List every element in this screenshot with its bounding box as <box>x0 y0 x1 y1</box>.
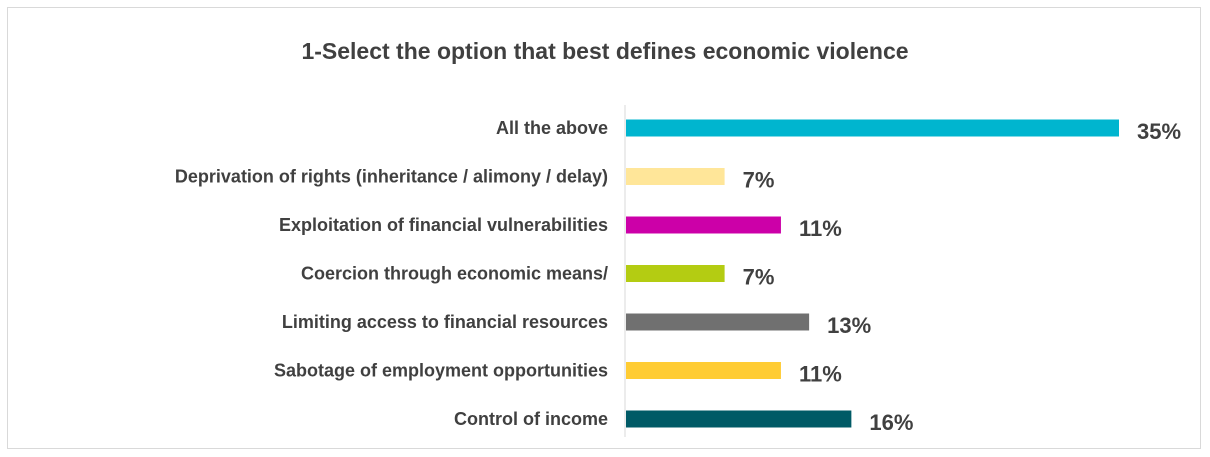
bar <box>626 216 781 234</box>
category-label: Control of income <box>454 409 608 429</box>
bar <box>626 313 810 331</box>
value-label: 35% <box>1137 119 1181 144</box>
value-label: 7% <box>743 265 775 290</box>
bar <box>626 362 781 379</box>
bar <box>626 265 725 282</box>
value-label: 7% <box>743 168 775 193</box>
category-label: Limiting access to financial resources <box>282 312 608 332</box>
value-label: 16% <box>869 410 913 435</box>
category-label: Sabotage of employment opportunities <box>274 361 608 381</box>
chart-frame <box>7 7 1201 449</box>
value-label: 11% <box>799 216 842 241</box>
bar <box>626 119 1119 137</box>
bar <box>626 168 725 185</box>
value-label: 13% <box>827 313 871 338</box>
value-label: 11% <box>799 362 842 387</box>
category-label: Deprivation of rights (inheritance / ali… <box>175 167 608 187</box>
category-label: Coercion through economic means/ <box>301 264 608 284</box>
category-label: All the above <box>496 118 608 138</box>
category-label: Exploitation of financial vulnerabilitie… <box>279 215 608 235</box>
chart-title: 1-Select the option that best defines ec… <box>301 38 909 64</box>
bar <box>626 410 852 428</box>
